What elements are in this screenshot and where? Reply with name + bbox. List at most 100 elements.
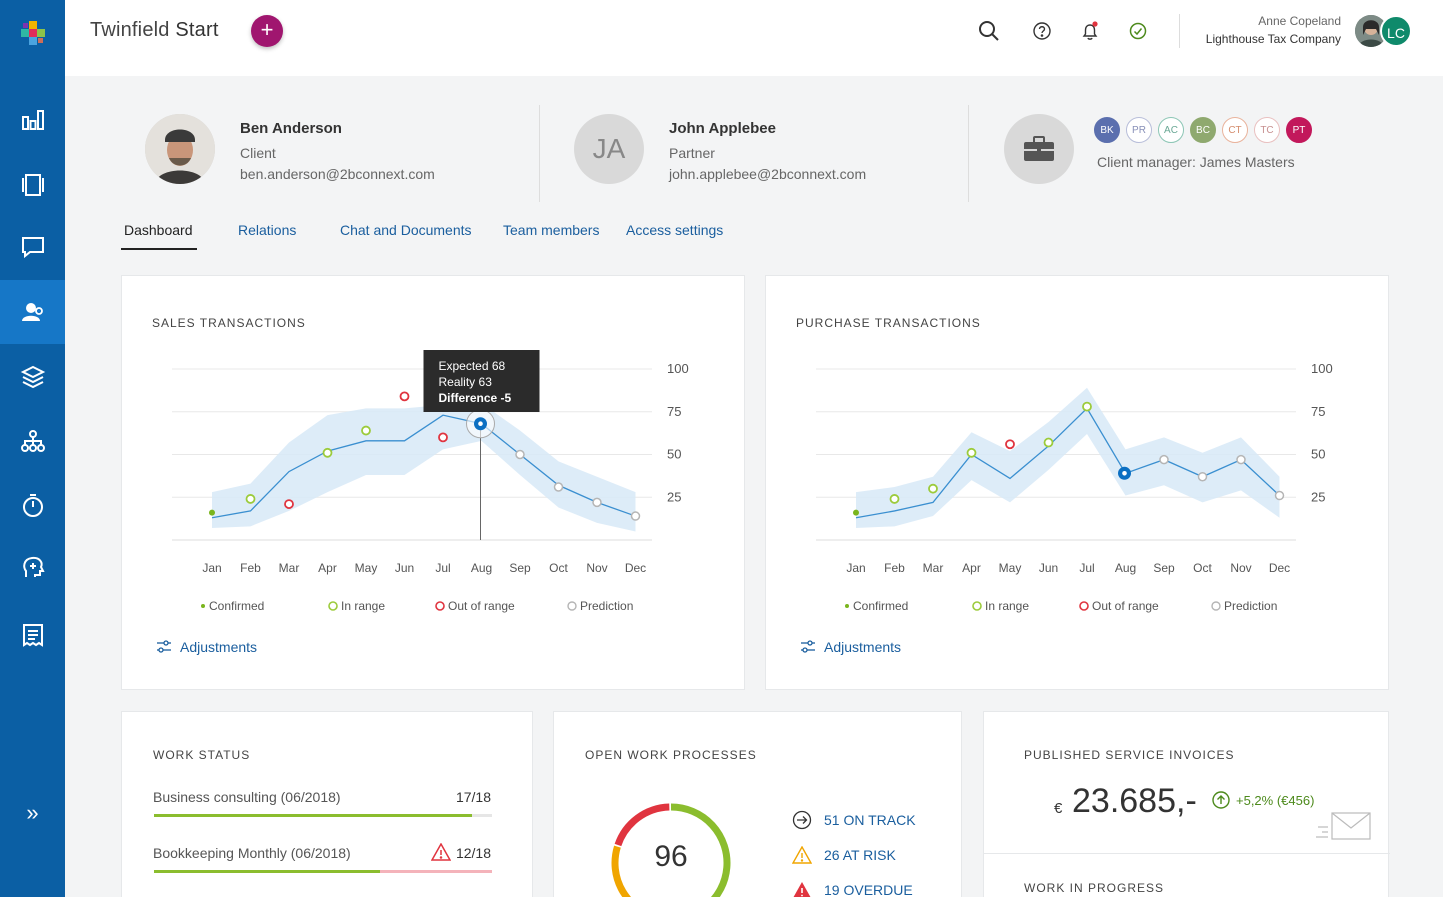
purchase-chart[interactable]: 25 50 75 100 Jan Feb Mar Apr May Jun Jul Aug Sep Oct N… (766, 336, 1390, 646)
team-member-avatar[interactable]: BK (1094, 117, 1120, 143)
y-tick-label: 25 (667, 489, 681, 504)
client-photo (145, 114, 215, 184)
team-member-avatar[interactable]: TC (1254, 117, 1280, 143)
sales-adjustments-button[interactable]: Adjustments (156, 639, 257, 655)
legend-in-range-marker (973, 602, 981, 610)
client-name: Ben Anderson (240, 120, 342, 137)
expand-icon: » (26, 800, 38, 826)
legend-out-of-range-marker (1080, 602, 1088, 610)
nav-reports[interactable] (0, 603, 65, 667)
x-tick-label: Jan (846, 561, 865, 575)
company-avatar[interactable]: LC (1380, 15, 1412, 47)
x-tick-label: May (355, 561, 378, 575)
legend-out-of-range: Out of range (1092, 599, 1159, 613)
selected-marker-core (478, 421, 483, 426)
y-tick-label: 50 (1311, 447, 1325, 462)
nav-clients[interactable] (0, 280, 65, 344)
tab-relations[interactable]: Relations (238, 222, 296, 238)
prediction-marker (1160, 456, 1168, 464)
alert-icon (792, 881, 812, 897)
twinfield-logo[interactable] (0, 0, 65, 65)
work-item-progress-fill (154, 870, 380, 873)
invoice-divider (984, 853, 1390, 854)
donut-at-risk-segment (615, 847, 660, 897)
nav-layers[interactable] (0, 345, 65, 409)
in-range-marker (247, 495, 255, 503)
x-tick-label: Feb (884, 561, 905, 575)
invoice-delta-value: +5,2% (€456) (1236, 793, 1314, 808)
in-range-marker (929, 485, 937, 493)
briefcase-icon (1023, 136, 1055, 162)
y-tick-label: 75 (1311, 404, 1325, 419)
add-button[interactable]: + (251, 15, 283, 47)
team-avatar (1004, 114, 1074, 184)
work-item-label[interactable]: Bookkeeping Monthly (06/2018) (153, 845, 351, 861)
out-of-range-marker (401, 392, 409, 400)
partner-email[interactable]: john.applebee@2bconnext.com (669, 166, 866, 182)
arrow-circle-icon (792, 810, 812, 830)
x-tick-label: Oct (549, 561, 568, 575)
stopwatch-icon (20, 492, 46, 518)
confirmed-marker (209, 510, 215, 516)
send-mail-icon[interactable] (1316, 811, 1372, 841)
tooltip-reality: Reality 63 (439, 375, 493, 389)
client-email[interactable]: ben.anderson@2bconnext.com (240, 166, 435, 182)
chat-icon (20, 234, 46, 260)
clients-icon (20, 299, 46, 325)
help-button[interactable] (1030, 19, 1054, 43)
purchase-adjustments-button[interactable]: Adjustments (800, 639, 901, 655)
nav-organization[interactable] (0, 409, 65, 473)
tab-chat-and-documents[interactable]: Chat and Documents (340, 222, 472, 238)
confidence-band (212, 403, 636, 531)
in-range-marker (324, 449, 332, 457)
notifications-button[interactable] (1078, 19, 1102, 43)
team-member-avatar[interactable]: PR (1126, 117, 1152, 143)
team-member-avatar[interactable]: PT (1286, 117, 1312, 143)
partner-role: Partner (669, 145, 715, 161)
work-in-progress-title: WORK IN PROGRESS (1024, 881, 1164, 895)
in-range-marker (891, 495, 899, 503)
team-member-avatar[interactable]: BC (1190, 117, 1216, 143)
processes-on-track-link[interactable]: 51 ON TRACK (792, 810, 916, 830)
legend-confirmed-marker (845, 604, 849, 608)
nav-dashboard[interactable] (0, 88, 65, 152)
x-tick-label: May (999, 561, 1022, 575)
processes-title: OPEN WORK PROCESSES (585, 748, 757, 762)
warning-icon (792, 846, 812, 864)
processes-donut-chart[interactable]: 96 (601, 793, 741, 897)
nav-chat[interactable] (0, 215, 65, 279)
sales-chart[interactable]: 25 50 75 100 Jan Feb Mar Apr May Jun Jul Aug Sep Oct N… (122, 336, 746, 646)
confidence-band (856, 388, 1280, 528)
nav-timer[interactable] (0, 473, 65, 537)
purchase-adjustments-label: Adjustments (824, 639, 901, 655)
legend-in-range: In range (341, 599, 385, 613)
tab-team-members[interactable]: Team members (503, 222, 599, 238)
tab-dashboard[interactable]: Dashboard (124, 222, 193, 238)
open-work-processes-card: OPEN WORK PROCESSES 96 51 ON TRACK 26 AT… (553, 711, 962, 897)
expand-nav-button[interactable]: » (0, 781, 65, 845)
legend-prediction-marker (1212, 602, 1220, 610)
sliders-icon (156, 639, 172, 655)
x-tick-label: Apr (318, 561, 337, 575)
top-separator (1179, 14, 1180, 48)
legend-in-range: In range (985, 599, 1029, 613)
tasks-button[interactable] (1126, 19, 1150, 43)
x-tick-label: Dec (1269, 561, 1290, 575)
nav-documents[interactable] (0, 153, 65, 217)
x-tick-label: Dec (625, 561, 646, 575)
tab-access-settings[interactable]: Access settings (626, 222, 723, 238)
active-tab-indicator (121, 248, 197, 250)
processes-overdue-link[interactable]: 19 OVERDUE (792, 881, 913, 897)
team-member-avatar[interactable]: CT (1222, 117, 1248, 143)
x-tick-label: Jun (1039, 561, 1058, 575)
nav-support[interactable] (0, 535, 65, 599)
team-member-avatar[interactable]: AC (1158, 117, 1184, 143)
legend-in-range-marker (329, 602, 337, 610)
work-item-label[interactable]: Business consulting (06/2018) (153, 789, 341, 805)
purchase-title: PURCHASE TRANSACTIONS (796, 316, 981, 330)
processes-at-risk-link[interactable]: 26 AT RISK (792, 846, 896, 864)
search-button[interactable] (977, 19, 1001, 43)
bell-icon (1080, 21, 1100, 41)
side-navigation: » (0, 0, 65, 897)
app-title-strong: Start (175, 19, 218, 41)
